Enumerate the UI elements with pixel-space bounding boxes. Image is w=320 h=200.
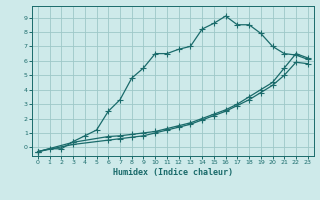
X-axis label: Humidex (Indice chaleur): Humidex (Indice chaleur) [113, 168, 233, 177]
